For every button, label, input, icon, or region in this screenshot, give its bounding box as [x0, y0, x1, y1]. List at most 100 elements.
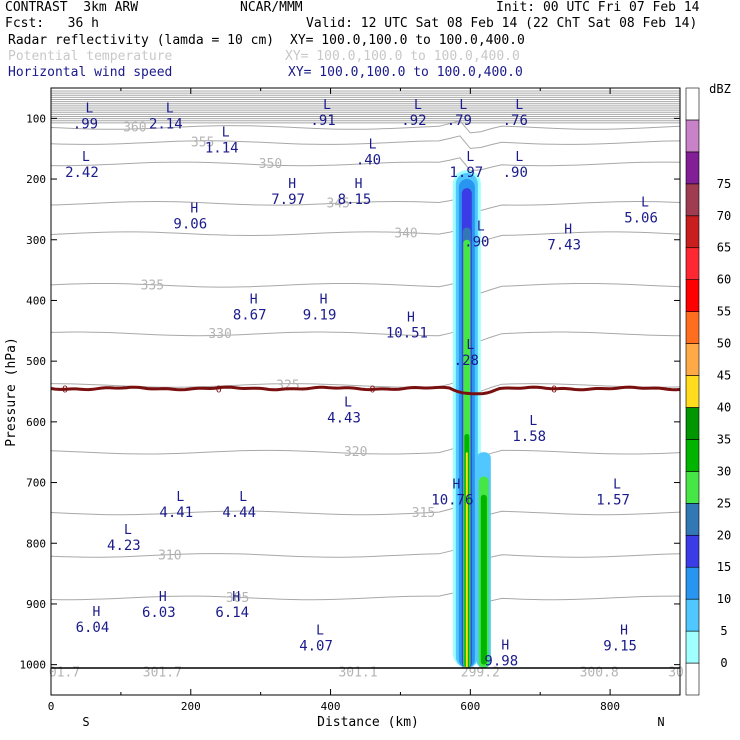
wind-extremum-marker: H: [250, 292, 258, 307]
wind-extremum-marker: H: [355, 177, 363, 192]
wind-extremum-marker: L: [477, 220, 485, 235]
wind-speed-value: .40: [356, 153, 381, 169]
y-tick-label: 700: [26, 477, 46, 490]
field-label-theta: Potential temperature: [8, 49, 173, 64]
wind-speed-value: .76: [503, 113, 528, 129]
field-xy-theta: XY= 100.0,100.0 to 100.0,400.0: [285, 49, 520, 64]
wind-speed-value: 7.97: [271, 192, 305, 208]
colorbar-swatch: [685, 503, 700, 536]
colorbar-level-label: 30: [717, 464, 731, 478]
theta-contour-label: 310: [158, 548, 181, 563]
forecast-hour: Fcst: 36 h: [5, 16, 99, 31]
colorbar-swatch: [685, 151, 700, 185]
colorbar-swatch: [685, 439, 700, 472]
colorbar-level-label: 45: [717, 369, 731, 383]
theta-contour-line: [51, 446, 680, 460]
theta-contour-label: 335: [141, 278, 164, 293]
theta-contour-label: 320: [344, 445, 367, 460]
wind-speed-value: .90: [464, 235, 489, 251]
freezing-level-label: 0: [62, 384, 68, 395]
x-tick-label: 400: [321, 700, 341, 713]
colorbar-unit: dBZ: [709, 82, 731, 96]
colorbar-swatch: [685, 471, 700, 504]
colorbar-level-label: 60: [717, 273, 731, 287]
theta-contour-label: 350: [259, 157, 282, 172]
wind-speed-value: 8.67: [233, 307, 267, 323]
x-tick-label: 200: [181, 700, 201, 713]
wind-speed-value: 10.76: [431, 493, 473, 509]
wind-speed-value: 9.98: [484, 653, 518, 669]
colorbar-swatch: [685, 566, 700, 600]
wind-speed-value: 6.14: [215, 605, 249, 621]
wind-speed-value: 1.97: [449, 165, 483, 181]
colorbar-swatch: [685, 183, 700, 217]
colorbar-swatch: [685, 630, 700, 664]
wind-extremum-marker: L: [166, 101, 174, 116]
data-source: NCAR/MMM: [240, 0, 303, 15]
y-tick-label: 600: [26, 416, 46, 429]
wind-speed-value: 7.43: [547, 238, 581, 254]
wind-extremum-marker: L: [176, 490, 184, 505]
x-axis-end-south: S: [82, 715, 89, 729]
theta-contour-label: 355: [191, 136, 214, 151]
colorbar-level-label: 25: [717, 496, 731, 510]
colorbar-level-label: 5: [720, 624, 727, 638]
colorbar-swatch: [685, 375, 700, 408]
wind-speed-value: 4.07: [299, 638, 333, 654]
colorbar-swatch: [685, 598, 700, 632]
wind-extremum-marker: L: [239, 490, 247, 505]
wind-extremum-marker: H: [93, 605, 101, 620]
wind-speed-value: 1.14: [205, 141, 239, 157]
wind-speed-value: 2.42: [65, 165, 99, 181]
wind-speed-value: 5.06: [624, 210, 658, 226]
wind-speed-value: 1.57: [596, 493, 630, 509]
colorbar-level-label: 15: [717, 560, 731, 574]
y-tick-label: 300: [26, 234, 46, 247]
x-tick-label: 800: [600, 700, 620, 713]
wind-extremum-marker: H: [564, 223, 572, 238]
theta-contour-line: [51, 590, 680, 605]
colorbar-swatch: [685, 119, 700, 153]
wind-extremum-marker: L: [222, 126, 230, 141]
theta-contour-label: 305: [226, 591, 249, 606]
colorbar-level-label: 75: [717, 177, 731, 191]
theta-contour-line: [51, 120, 680, 134]
colorbar-level-label: 50: [717, 337, 731, 351]
wind-speed-value: 9.06: [173, 216, 207, 232]
wind-speed-value: 10.51: [386, 326, 428, 342]
wind-extremum-marker: L: [316, 623, 324, 638]
field-label-wind: Horizontal wind speed: [8, 65, 173, 80]
wind-extremum-marker: L: [86, 101, 94, 116]
theta-contour-label: 315: [412, 506, 435, 521]
wind-extremum-marker: L: [466, 150, 474, 165]
wind-speed-value: 4.44: [222, 505, 256, 521]
wind-speed-value: 9.15: [603, 638, 637, 654]
theta-contour-label: 340: [394, 227, 417, 242]
surface-theta-label: 301.7: [143, 666, 182, 681]
surface-theta-label: 299.2: [461, 666, 500, 681]
wind-extremum-marker: L: [529, 414, 537, 429]
colorbar-level-label: 35: [717, 432, 731, 446]
wind-extremum-marker: H: [407, 311, 415, 326]
wind-speed-value: .28: [454, 353, 479, 369]
wind-speed-value: .92: [401, 113, 426, 129]
field-xy-reflectivity: XY= 100.0,100.0 to 100.0,400.0: [290, 33, 525, 48]
field-label-reflectivity: Radar reflectivity (lamda = 10 cm): [8, 33, 275, 48]
wind-speed-value: 9.19: [303, 307, 337, 323]
wind-extremum-marker: H: [232, 590, 240, 605]
theta-contour-line: [51, 197, 680, 212]
plot-frame: [50, 87, 681, 696]
colorbar-swatch: [685, 215, 700, 249]
y-axis-title: Pressure (hPa): [4, 337, 19, 447]
colorbar-swatch: [685, 311, 700, 344]
wind-extremum-marker: H: [190, 201, 198, 216]
colorbar-swatch: [685, 247, 700, 280]
colorbar-level-label: 55: [717, 305, 731, 319]
freezing-level-label: 0: [216, 384, 222, 395]
theta-contour-label: 330: [208, 327, 231, 342]
wind-speed-value: 4.23: [107, 538, 141, 554]
colorbar-swatch: [685, 407, 700, 440]
colorbar-level-label: 0: [720, 656, 727, 670]
colorbar-level-label: 20: [717, 528, 731, 542]
y-tick-label: 800: [26, 537, 46, 550]
